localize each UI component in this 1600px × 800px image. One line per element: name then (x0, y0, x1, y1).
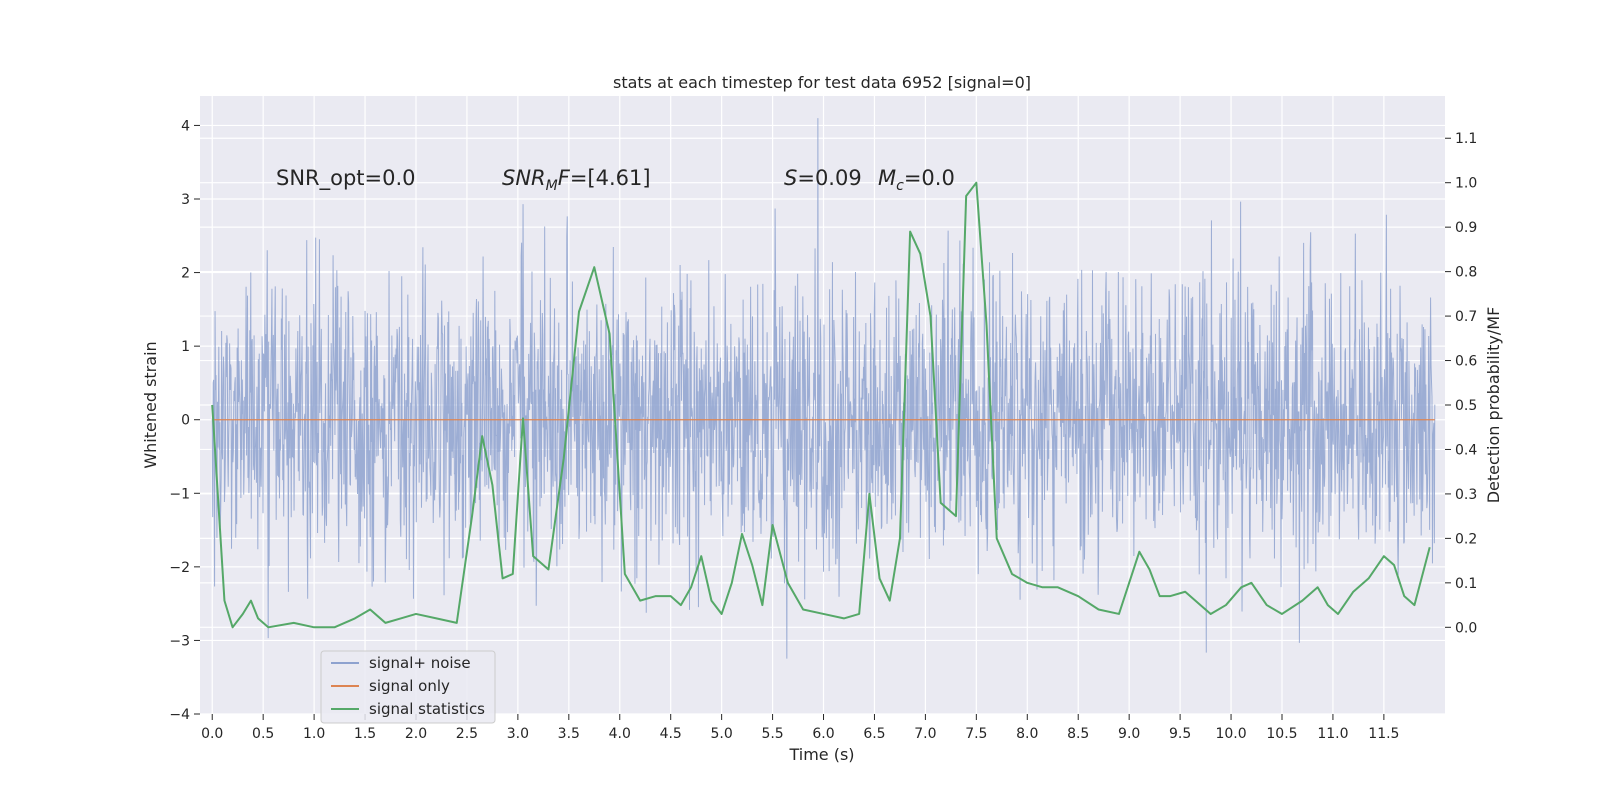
annotation-mc-value: =0.0 (904, 166, 955, 190)
y-tick-label-1: −3 (169, 633, 190, 649)
annotation-s-stat-value: =0.09 (797, 166, 861, 190)
y-tick-label-4: 0 (181, 413, 190, 429)
y2-tick-label-2: 0.2 (1455, 531, 1477, 547)
y2-axis-label: Detection probability/MF (1484, 307, 1503, 504)
x-tick-label-20: 10.0 (1215, 726, 1246, 742)
y-tick-label-6: 2 (181, 266, 190, 282)
x-tick-label-13: 6.5 (863, 726, 885, 742)
y2-tick-label-5: 0.5 (1455, 398, 1477, 414)
legend-label-signal-only: signal only (369, 677, 450, 695)
chart-title: stats at each timestep for test data 695… (613, 73, 1031, 92)
annotation-s-stat: S=0.09 (784, 166, 862, 190)
x-tick-label-17: 8.5 (1067, 726, 1089, 742)
annotation-mc: Mc=0.0 (878, 166, 955, 194)
signal-statistics-series (211, 181, 1431, 629)
x-tick-label-5: 2.5 (456, 726, 478, 742)
x-tick-label-9: 4.5 (660, 726, 682, 742)
y-axis-ticks: −4 −3 −2 −1 0 1 2 3 4 (169, 118, 200, 723)
x-tick-label-0: 0.0 (201, 726, 223, 742)
annotation-snr-opt: SNR_opt=0.0 (276, 166, 416, 191)
y-tick-label-7: 3 (181, 192, 190, 208)
y2-tick-label-9: 0.9 (1455, 220, 1477, 236)
x-tick-label-4: 2.0 (405, 726, 427, 742)
y2-tick-label-10: 1.0 (1455, 176, 1477, 192)
x-tick-label-11: 5.5 (761, 726, 783, 742)
y2-tick-label-6: 0.6 (1455, 354, 1477, 370)
y2-tick-label-4: 0.4 (1455, 442, 1477, 458)
x-axis-ticks: 0.0 0.5 1.0 1.5 2.0 2.5 3.0 3.5 4.0 4.5 5.0 5.5 6.0 6… (201, 714, 1399, 742)
x-tick-label-23: 11.5 (1368, 726, 1399, 742)
y2-tick-label-8: 0.8 (1455, 265, 1477, 281)
y-tick-label-0: −4 (169, 707, 190, 723)
x-tick-label-22: 11.0 (1317, 726, 1348, 742)
y-tick-label-2: −2 (169, 560, 190, 576)
signal-statistics-line (211, 181, 1431, 629)
signal-plus-noise-line (211, 118, 1436, 659)
x-tick-label-21: 10.5 (1266, 726, 1297, 742)
signal-plus-noise-series (211, 118, 1436, 659)
y2-tick-label-0: 0.0 (1455, 620, 1477, 636)
x-tick-label-2: 1.0 (303, 726, 325, 742)
x-tick-label-16: 8.0 (1016, 726, 1038, 742)
x-tick-label-7: 3.5 (558, 726, 580, 742)
x-tick-label-3: 1.5 (354, 726, 376, 742)
x-tick-label-18: 9.0 (1118, 726, 1140, 742)
x-tick-label-15: 7.5 (965, 726, 987, 742)
annotation-snr-mf: SNRMF=[4.61] (502, 166, 651, 194)
x-tick-label-12: 6.0 (812, 726, 834, 742)
y2-axis-ticks: 0.0 0.1 0.2 0.3 0.4 0.5 0.6 0.7 0.8 0.9 1.0 1.1 (1445, 131, 1477, 636)
legend: signal+ noise signal only signal statist… (320, 650, 496, 724)
y-axis-label: Whitened strain (141, 341, 160, 468)
legend-label-signal-plus-noise: signal+ noise (369, 654, 471, 672)
x-tick-label-6: 3.0 (507, 726, 529, 742)
y-tick-label-3: −1 (169, 486, 190, 502)
x-tick-label-8: 4.0 (609, 726, 631, 742)
x-axis-label: Time (s) (788, 745, 854, 764)
y-tick-label-8: 4 (181, 118, 190, 134)
y2-tick-label-1: 0.1 (1455, 576, 1477, 592)
x-tick-label-1: 0.5 (252, 726, 274, 742)
legend-box (320, 650, 496, 724)
x-tick-label-14: 7.0 (914, 726, 936, 742)
y2-tick-label-7: 0.7 (1455, 309, 1477, 325)
legend-label-signal-statistics: signal statistics (369, 700, 485, 718)
annotation-snr-mf-value: =[4.61] (570, 166, 651, 190)
y2-tick-label-3: 0.3 (1455, 487, 1477, 503)
y-tick-label-5: 1 (181, 339, 190, 355)
x-tick-label-19: 9.5 (1169, 726, 1191, 742)
y2-tick-label-11: 1.1 (1455, 131, 1477, 147)
x-tick-label-10: 5.0 (711, 726, 733, 742)
